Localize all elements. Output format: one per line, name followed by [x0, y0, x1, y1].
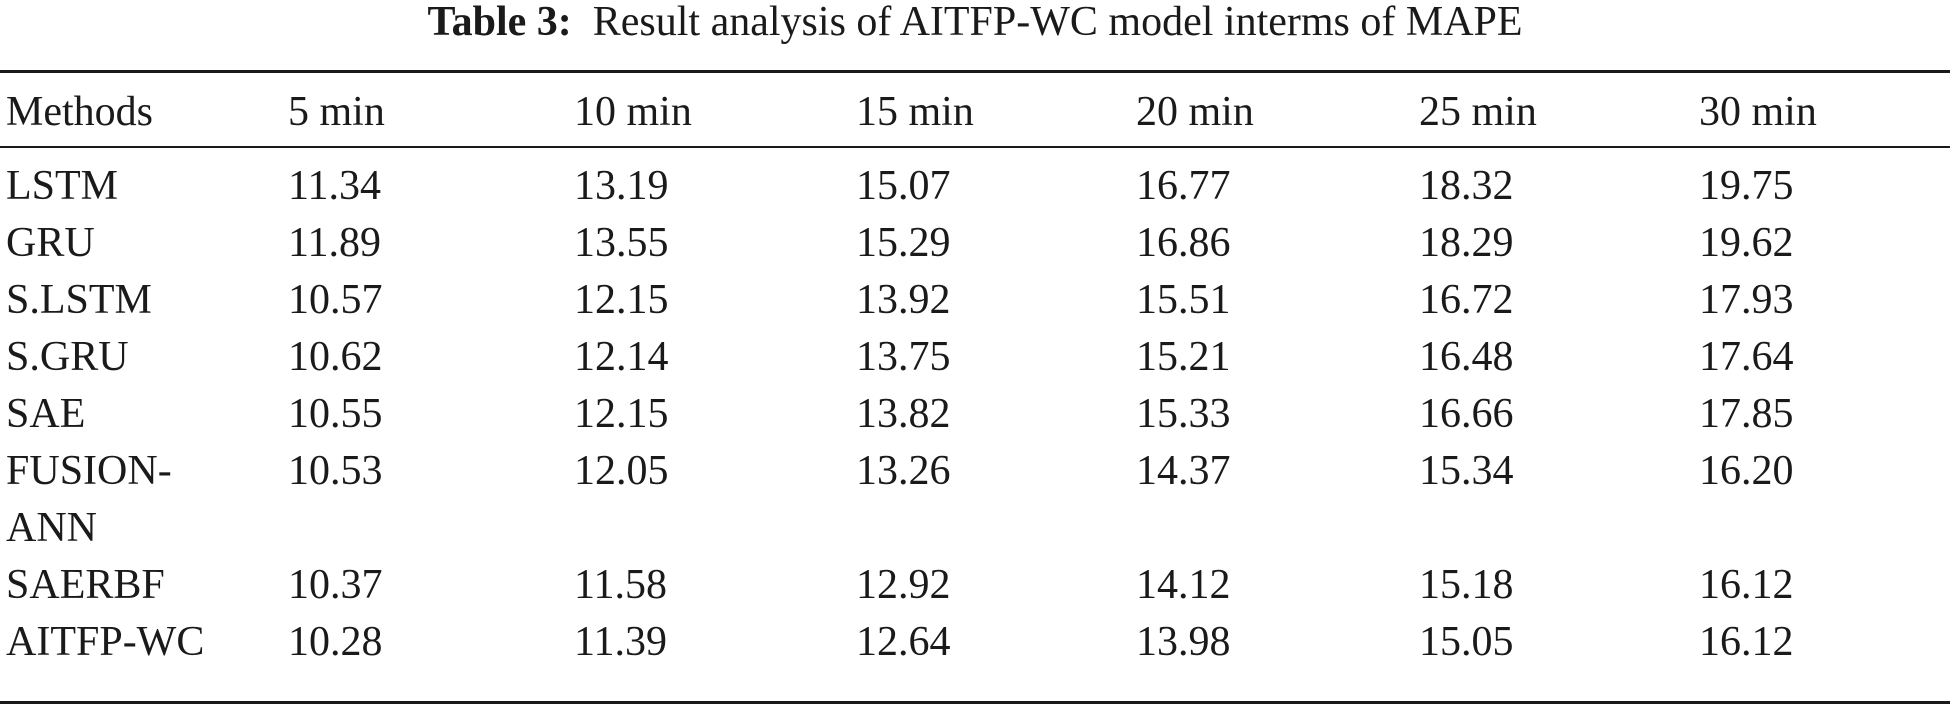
table-row-s-gru: S.GRU 10.62 12.14 13.75 15.21 16.48 17.6…	[6, 329, 1899, 386]
row-method: SAERBF	[6, 562, 165, 608]
row-method-line: ANN	[6, 505, 97, 551]
cell-15-min: 13.92	[856, 277, 951, 323]
cell-10-min: 11.39	[574, 619, 667, 665]
cell-10-min: 12.05	[574, 448, 669, 494]
cell-5-min: 11.34	[288, 163, 381, 209]
header-methods: Methods	[6, 89, 153, 135]
cell-10-min: 13.19	[574, 163, 669, 209]
cell-5-min: 10.53	[288, 448, 383, 494]
header-15-min: 15 min	[856, 89, 974, 135]
cell-15-min: 13.82	[856, 391, 951, 437]
cell-20-min: 16.77	[1136, 163, 1231, 209]
cell-20-min: 15.33	[1136, 391, 1231, 437]
cell-30-min: 19.62	[1699, 220, 1794, 266]
cell-5-min: 10.37	[288, 562, 383, 608]
cell-25-min: 18.32	[1419, 163, 1514, 209]
cell-25-min: 18.29	[1419, 220, 1514, 266]
header-30-min: 30 min	[1699, 89, 1817, 135]
row-method: GRU	[6, 220, 95, 266]
cell-20-min: 14.12	[1136, 562, 1231, 608]
cell-5-min: 10.55	[288, 391, 383, 437]
cell-20-min: 13.98	[1136, 619, 1231, 665]
cell-10-min: 12.15	[574, 391, 669, 437]
table-caption-text: Result analysis of AITFP-WC model interm…	[592, 0, 1523, 45]
cell-5-min: 10.28	[288, 619, 383, 665]
header-25-min: 25 min	[1419, 89, 1537, 135]
cell-20-min: 15.51	[1136, 277, 1231, 323]
cell-25-min: 15.18	[1419, 562, 1514, 608]
cell-25-min: 15.05	[1419, 619, 1514, 665]
cell-10-min: 13.55	[574, 220, 669, 266]
cell-15-min: 15.29	[856, 220, 951, 266]
cell-5-min: 10.62	[288, 334, 383, 380]
table-row-s-lstm: S.LSTM 10.57 12.15 13.92 15.51 16.72 17.…	[6, 272, 1899, 329]
cell-10-min: 12.14	[574, 334, 669, 380]
table-top-rule	[0, 70, 1950, 73]
row-method: FUSION- ANN	[6, 443, 288, 557]
table-row-lstm: LSTM 11.34 13.19 15.07 16.77 18.32 19.75	[6, 158, 1899, 215]
cell-30-min: 19.75	[1699, 163, 1794, 209]
cell-30-min: 16.12	[1699, 619, 1794, 665]
cell-15-min: 12.64	[856, 619, 951, 665]
header-10-min: 10 min	[574, 89, 692, 135]
cell-25-min: 15.34	[1419, 448, 1514, 494]
table-row-aitfp-wc: AITFP-WC 10.28 11.39 12.64 13.98 15.05 1…	[6, 614, 1899, 671]
cell-25-min: 16.72	[1419, 277, 1514, 323]
cell-15-min: 13.75	[856, 334, 951, 380]
cell-30-min: 16.12	[1699, 562, 1794, 608]
cell-15-min: 15.07	[856, 163, 951, 209]
row-method: S.LSTM	[6, 277, 152, 323]
cell-5-min: 11.89	[288, 220, 381, 266]
cell-25-min: 16.48	[1419, 334, 1514, 380]
table-header-row: Methods 5 min 10 min 15 min 20 min 25 mi…	[6, 84, 1899, 141]
row-method: LSTM	[6, 163, 119, 209]
header-5-min: 5 min	[288, 89, 385, 135]
header-20-min: 20 min	[1136, 89, 1254, 135]
table-caption: Table 3: Result analysis of AITFP-WC mod…	[0, 0, 1950, 52]
table-row-saerbf: SAERBF 10.37 11.58 12.92 14.12 15.18 16.…	[6, 557, 1899, 614]
table-row-sae: SAE 10.55 12.15 13.82 15.33 16.66 17.85	[6, 386, 1899, 443]
row-method: SAE	[6, 391, 86, 437]
cell-15-min: 12.92	[856, 562, 951, 608]
cell-30-min: 17.93	[1699, 277, 1794, 323]
cell-20-min: 15.21	[1136, 334, 1231, 380]
row-method-line: FUSION-	[6, 448, 172, 494]
row-method: AITFP-WC	[6, 619, 205, 665]
row-method: S.GRU	[6, 334, 129, 380]
cell-30-min: 16.20	[1699, 448, 1794, 494]
cell-20-min: 16.86	[1136, 220, 1231, 266]
table-caption-label: Table 3:	[427, 0, 572, 45]
table-row-gru: GRU 11.89 13.55 15.29 16.86 18.29 19.62	[6, 215, 1899, 272]
cell-30-min: 17.85	[1699, 391, 1794, 437]
table-row-fusion-ann: FUSION- ANN 10.53 12.05 13.26 14.37 15.3…	[6, 443, 1899, 557]
cell-10-min: 12.15	[574, 277, 669, 323]
cell-20-min: 14.37	[1136, 448, 1231, 494]
table-body: LSTM 11.34 13.19 15.07 16.77 18.32 19.75…	[6, 158, 1899, 671]
cell-5-min: 10.57	[288, 277, 383, 323]
table-bottom-rule	[0, 701, 1950, 704]
table-header-rule	[0, 146, 1950, 148]
cell-30-min: 17.64	[1699, 334, 1794, 380]
cell-10-min: 11.58	[574, 562, 667, 608]
cell-25-min: 16.66	[1419, 391, 1514, 437]
cell-15-min: 13.26	[856, 448, 951, 494]
